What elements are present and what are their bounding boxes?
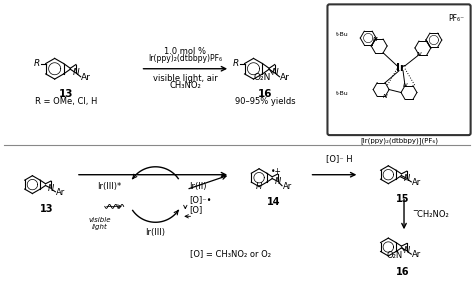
Text: N: N — [373, 37, 377, 42]
Text: 16: 16 — [396, 267, 410, 277]
Text: R: R — [233, 59, 239, 68]
Text: Ir: Ir — [396, 63, 406, 73]
Text: Ir(III): Ir(III) — [146, 228, 165, 237]
Text: N: N — [383, 94, 387, 99]
Text: Ar: Ar — [280, 73, 290, 82]
Text: Ar: Ar — [412, 250, 421, 259]
Text: R: R — [34, 59, 40, 68]
Text: O₂N: O₂N — [254, 73, 271, 82]
Text: 13: 13 — [59, 89, 73, 100]
Text: PF₆⁻: PF₆⁻ — [448, 14, 465, 23]
Text: 16: 16 — [257, 89, 272, 100]
Text: ̅CH₂NO₂: ̅CH₂NO₂ — [417, 210, 449, 219]
Text: N: N — [274, 177, 281, 186]
Text: R = OMe, Cl, H: R = OMe, Cl, H — [35, 97, 97, 106]
Text: 15: 15 — [396, 194, 410, 204]
Text: N: N — [73, 68, 79, 77]
Text: [O]: [O] — [189, 205, 202, 214]
Text: N: N — [404, 174, 410, 183]
Text: 13: 13 — [40, 204, 54, 214]
Text: N: N — [404, 246, 410, 255]
Text: t-Bu: t-Bu — [336, 32, 348, 37]
Text: visible
light: visible light — [89, 217, 111, 230]
Text: H: H — [255, 182, 262, 191]
Text: [Ir(ppy)₂(dtbbpy)](PF₆): [Ir(ppy)₂(dtbbpy)](PF₆) — [360, 137, 438, 144]
Text: 90–95% yields: 90–95% yields — [235, 97, 295, 106]
Text: Ir(II): Ir(II) — [189, 182, 207, 191]
Text: N: N — [48, 184, 54, 193]
Text: 14: 14 — [267, 197, 281, 207]
Text: N: N — [403, 83, 407, 88]
Text: [O]⁻ H: [O]⁻ H — [326, 154, 353, 163]
Text: Ir(ppy)₂(dtbbpy)PF₆: Ir(ppy)₂(dtbbpy)PF₆ — [148, 54, 222, 63]
Text: visible light, air: visible light, air — [153, 74, 218, 83]
Text: Ar: Ar — [412, 178, 421, 187]
FancyBboxPatch shape — [328, 4, 471, 135]
Text: Ar: Ar — [283, 182, 292, 191]
Text: 1.0 mol %: 1.0 mol % — [164, 47, 206, 56]
Text: CH₃NO₂: CH₃NO₂ — [169, 81, 201, 90]
Text: Ar: Ar — [56, 188, 65, 197]
Text: N: N — [417, 52, 421, 57]
Text: N: N — [272, 68, 278, 77]
Text: [O] = CH₃NO₂ or O₂: [O] = CH₃NO₂ or O₂ — [190, 249, 271, 258]
Text: [O]⁻•: [O]⁻• — [189, 195, 212, 204]
Text: •+: •+ — [271, 167, 282, 176]
Text: Ir(III)*: Ir(III)* — [98, 182, 122, 191]
Text: Ar: Ar — [81, 73, 91, 82]
Text: O₂N: O₂N — [387, 251, 403, 260]
Text: t-Bu: t-Bu — [336, 91, 348, 96]
